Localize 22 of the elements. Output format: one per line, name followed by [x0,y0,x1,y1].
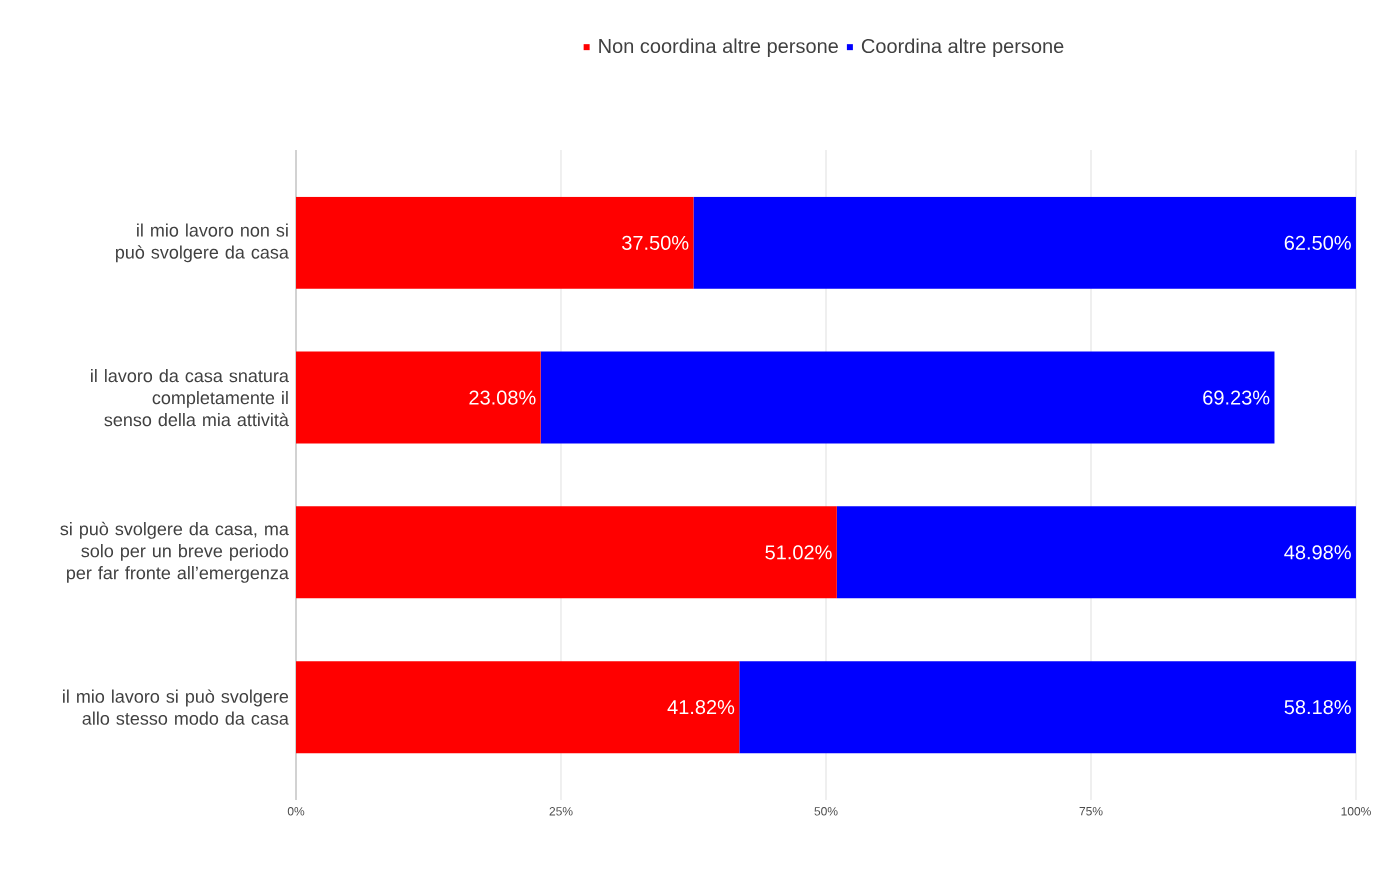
y-tick-label: il mio lavoro non si può svolgere da casa [115,223,289,263]
legend-label: Non coordina altre persone [599,38,838,58]
data-label: 58.18% [1284,700,1351,715]
legend-label: Coordina altre persone [861,38,1064,58]
bar [296,661,740,754]
data-label: 41.82% [667,700,735,715]
y-tick-label: il lavoro da casa snatura completamente il senso della mia attività [91,369,289,427]
bar [540,351,1275,444]
bar [693,196,1356,289]
data-label: 37.50% [622,235,689,250]
y-tick-label: si può svolgere da casa, ma solo per un breve periodo per far fronte all’emergenza [60,521,289,583]
data-label: 51.02% [765,545,832,560]
bar [296,506,837,599]
data-label: 23.08% [469,390,536,405]
y-tick-label: il mio lavoro si può svolgere allo stesso modo da casa [63,689,289,725]
bar [739,661,1356,754]
bar [836,506,1356,599]
bar [296,351,541,444]
data-label: 48.98% [1284,545,1351,560]
data-label: 62.50% [1284,235,1351,250]
data-label: 69.23% [1203,390,1270,405]
bar [296,196,694,289]
